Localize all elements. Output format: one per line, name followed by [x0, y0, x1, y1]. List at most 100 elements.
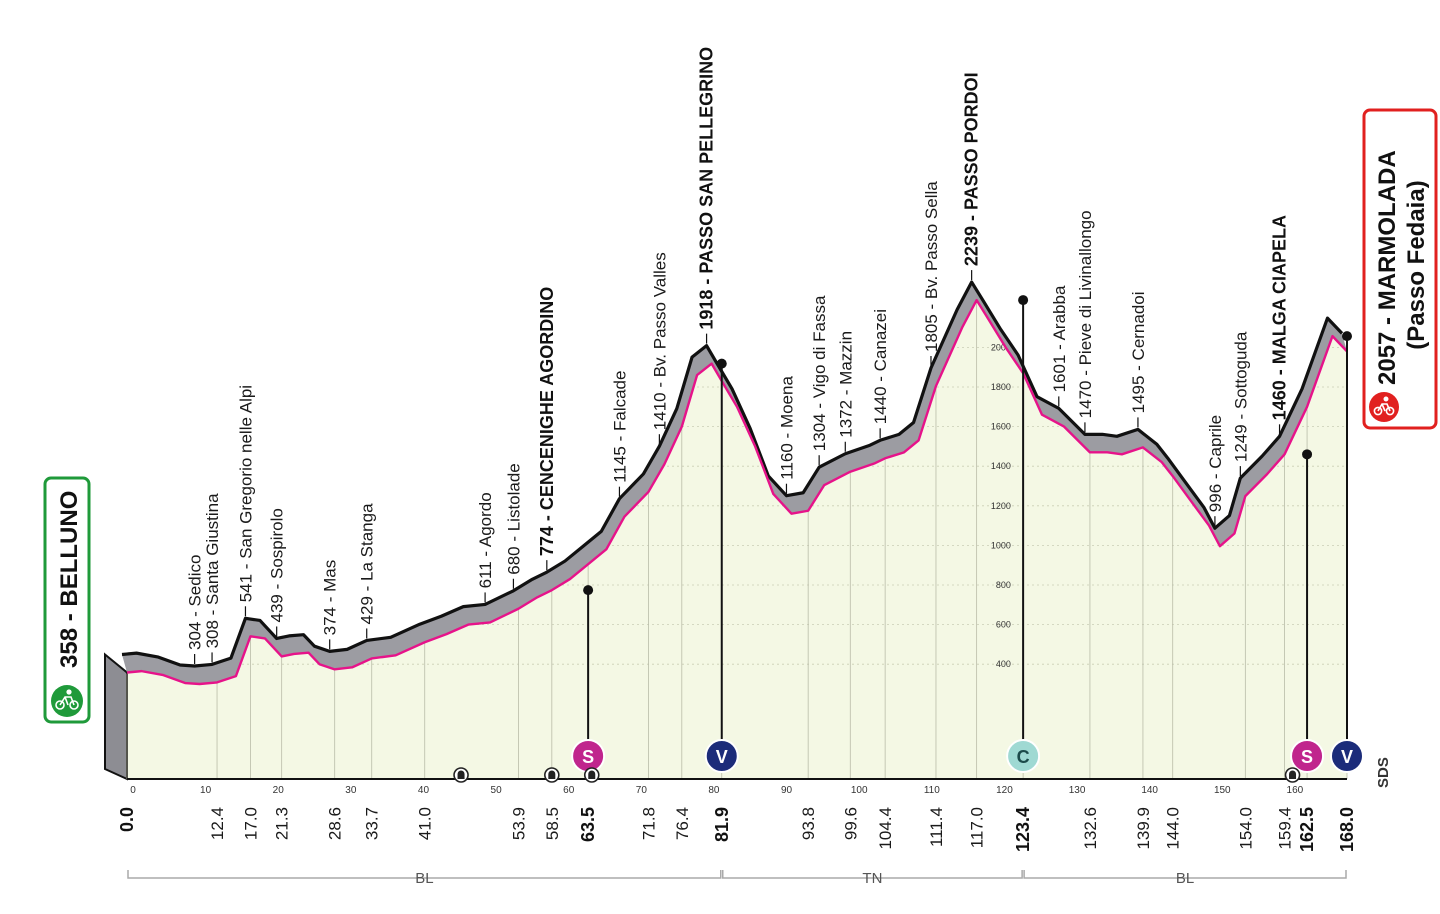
y-tick-label: 2000 [991, 342, 1011, 352]
profile-base [104, 300, 1347, 781]
marker-dot [583, 585, 594, 596]
place-label: 1249 - Sottoguda [1231, 331, 1250, 462]
marker-badge [704, 739, 739, 773]
km-label: 63.5 [578, 807, 598, 842]
x-tick-label: 90 [781, 785, 793, 796]
sponsor-logo: SDS [1375, 757, 1392, 788]
km-label: 99.6 [841, 807, 860, 840]
place-label: 374 - Mas [321, 560, 340, 636]
y-tick-label: 600 [996, 620, 1011, 630]
x-tick-label: 100 [851, 785, 868, 796]
road-band [121, 280, 1348, 686]
km-label: 28.6 [326, 807, 345, 840]
place-label: 541 - San Gregorio nelle Alpi [236, 385, 255, 602]
marker-badge [1290, 739, 1325, 773]
place-label: 304 - Sedico [186, 555, 205, 650]
km-label: 117.0 [968, 807, 987, 848]
km-label: 0.0 [117, 807, 137, 832]
y-tick-label: 400 [996, 659, 1011, 669]
x-tick-label: 120 [996, 785, 1013, 796]
y-tick-label: 1400 [991, 461, 1011, 471]
x-tick-label: 40 [418, 785, 430, 796]
cyclist-icon-shape [1373, 396, 1395, 416]
place-label: 611 - Agordo [476, 492, 495, 588]
tunnel-arch [1289, 770, 1297, 779]
region-bracket [722, 870, 1023, 879]
place-label: 439 - Sospirolo [268, 508, 287, 622]
finish-label-box: 2057 - MARMOLADA (Passo Fedaia) [1362, 108, 1438, 430]
road-edge-line [121, 280, 1344, 668]
place-label: 1460 - MALGA CIAPELA [1270, 215, 1290, 420]
place-label: 2239 - PASSO PORDOI [962, 72, 982, 266]
road-band-fill [122, 282, 1347, 684]
km-label: 111.4 [927, 807, 946, 847]
place-label: 774 - CENCENIGHE AGORDINO [537, 287, 557, 556]
tunnel-arch [588, 770, 596, 779]
y-tick-label: 1000 [991, 540, 1011, 550]
start-label: 358 - BELLUNO [56, 491, 83, 668]
finish-label-line2: (Passo Fedaia) [1403, 180, 1430, 349]
place-label: 1145 - Falcade [610, 371, 629, 483]
marker-dot [1302, 449, 1313, 460]
km-label: 58.5 [543, 807, 562, 840]
km-label: 162.5 [1297, 807, 1317, 852]
place-label: 680 - Listolade [504, 463, 523, 575]
place-label: 1440 - Canazei [871, 309, 890, 424]
km-label: 104.4 [876, 807, 895, 850]
x-tick-label: 140 [1141, 785, 1158, 796]
place-label: 1160 - Moena [777, 376, 796, 480]
sky-mask [127, 0, 1347, 684]
x-tick-label: 150 [1214, 785, 1231, 796]
place-label: 1495 - Cernadoi [1129, 291, 1148, 413]
y-tick-label: 1200 [991, 501, 1011, 511]
marker-symbol: S [1301, 747, 1313, 767]
x-tick-label: 80 [708, 785, 720, 796]
place-label: 1601 - Arabba [1050, 285, 1069, 392]
region-label: TN [862, 870, 882, 887]
marker-symbol: S [582, 747, 594, 767]
km-label: 159.4 [1276, 807, 1295, 850]
place-label: 1372 - Mazzin [836, 331, 855, 438]
marker-symbol: V [716, 747, 728, 767]
profile-fill [127, 300, 1347, 779]
place-label: 1304 - Vigo di Fassa [810, 295, 829, 451]
marker-symbol: V [1341, 747, 1353, 767]
start-label-box: 358 - BELLUNO [43, 476, 91, 724]
place-label: 996 - Caprile [1206, 415, 1225, 512]
x-tick-label: 110 [924, 785, 940, 796]
km-label: 21.3 [273, 807, 292, 840]
marker-symbol: C [1017, 747, 1030, 767]
marker-badge [1006, 739, 1041, 773]
x-tick-label: 60 [563, 785, 575, 796]
km-label: 71.8 [639, 807, 658, 840]
region-label: BL [415, 870, 433, 887]
km-label: 53.9 [509, 807, 528, 840]
place-label: 1410 - Bv. Passo Valles [650, 252, 669, 430]
km-label: 12.4 [208, 807, 227, 840]
marker-badge [1330, 739, 1364, 773]
finish-label-line1: 2057 - MARMOLADA [1374, 150, 1401, 385]
km-label: 139.9 [1134, 807, 1153, 850]
pink-profile-line [126, 298, 1348, 686]
km-label: 168.0 [1337, 807, 1357, 852]
place-label: 1918 - PASSO SAN PELLEGRINO [697, 47, 717, 330]
km-label: 41.0 [416, 807, 435, 840]
y-tick-label: 1800 [991, 382, 1011, 392]
km-label: 144.0 [1164, 807, 1183, 850]
km-label: 123.4 [1013, 807, 1033, 852]
start-wall [104, 652, 128, 781]
km-label: 81.9 [712, 807, 732, 842]
tunnel-arch [548, 770, 556, 779]
km-label: 33.7 [363, 807, 382, 840]
place-label: 308 - Santa Giustina [203, 493, 222, 649]
y-tick-label: 800 [996, 580, 1011, 590]
marker-dot [1342, 331, 1352, 342]
marker-dot [716, 358, 727, 369]
marker-dot [1018, 295, 1029, 306]
x-tick-label: 130 [1069, 785, 1086, 796]
tunnel-arch [457, 770, 465, 779]
place-label: 1805 - Bv. Passo Sella [922, 181, 941, 352]
km-label: 132.6 [1081, 807, 1100, 850]
